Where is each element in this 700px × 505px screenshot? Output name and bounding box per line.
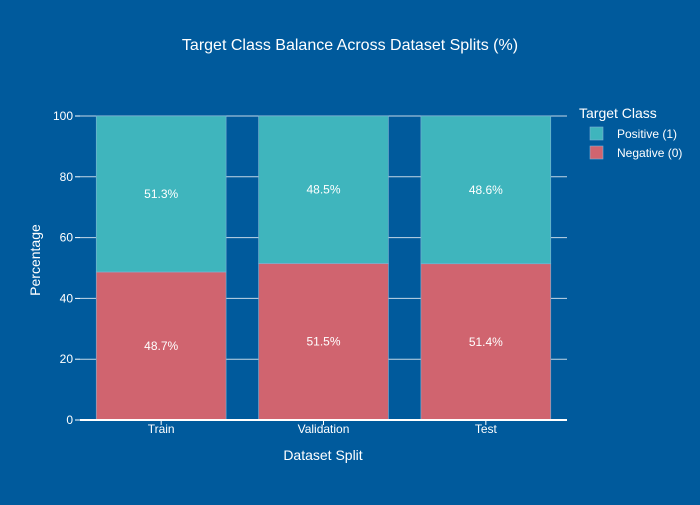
y-tick-label: 20: [60, 352, 74, 366]
bar-positive-test[interactable]: [420, 115, 552, 265]
bar-positive-train[interactable]: [95, 115, 227, 273]
bars: [95, 115, 552, 421]
legend-item-negative[interactable]: Negative (0): [589, 145, 682, 160]
y-tick-label: 80: [60, 170, 74, 184]
legend[interactable]: Target Class Positive (1) Negative (0): [579, 105, 682, 160]
legend-items[interactable]: Positive (1) Negative (0): [589, 126, 682, 160]
data-label: 48.7%: [144, 339, 178, 353]
x-axis-title: Dataset Split: [283, 447, 362, 463]
legend-swatch: [589, 145, 604, 160]
y-axis-title: Percentage: [27, 224, 43, 296]
y-tick-label: 40: [60, 291, 74, 305]
y-tick-label: 60: [60, 231, 74, 245]
legend-label: Negative (0): [617, 146, 682, 160]
legend-item-positive[interactable]: Positive (1): [589, 126, 677, 141]
bar-negative-test[interactable]: [420, 263, 552, 421]
chart-title: Target Class Balance Across Dataset Spli…: [182, 37, 518, 54]
bar-negative-validation[interactable]: [258, 263, 389, 421]
y-tick-label: 0: [66, 413, 73, 427]
bar-negative-train[interactable]: [95, 271, 227, 421]
x-tick-label: Train: [148, 422, 175, 436]
legend-swatch: [589, 126, 604, 141]
data-labels: 48.7% 51.3% 51.5% 48.5% 51.4% 48.6%: [144, 183, 503, 353]
data-label: 48.6%: [469, 183, 503, 197]
data-label: 51.5%: [306, 335, 340, 349]
legend-title: Target Class: [579, 105, 657, 121]
data-label: 51.4%: [469, 335, 503, 349]
x-tick-label: Validation: [298, 422, 350, 436]
x-tick-label: Test: [475, 422, 498, 436]
legend-label: Positive (1): [617, 127, 677, 141]
data-label: 51.3%: [144, 187, 178, 201]
data-label: 48.5%: [306, 183, 340, 197]
y-tick-label: 100: [53, 109, 73, 123]
bar-positive-validation[interactable]: [258, 115, 389, 264]
axes: 0 20 40 60 80 100 Train Validation Test: [53, 109, 567, 436]
